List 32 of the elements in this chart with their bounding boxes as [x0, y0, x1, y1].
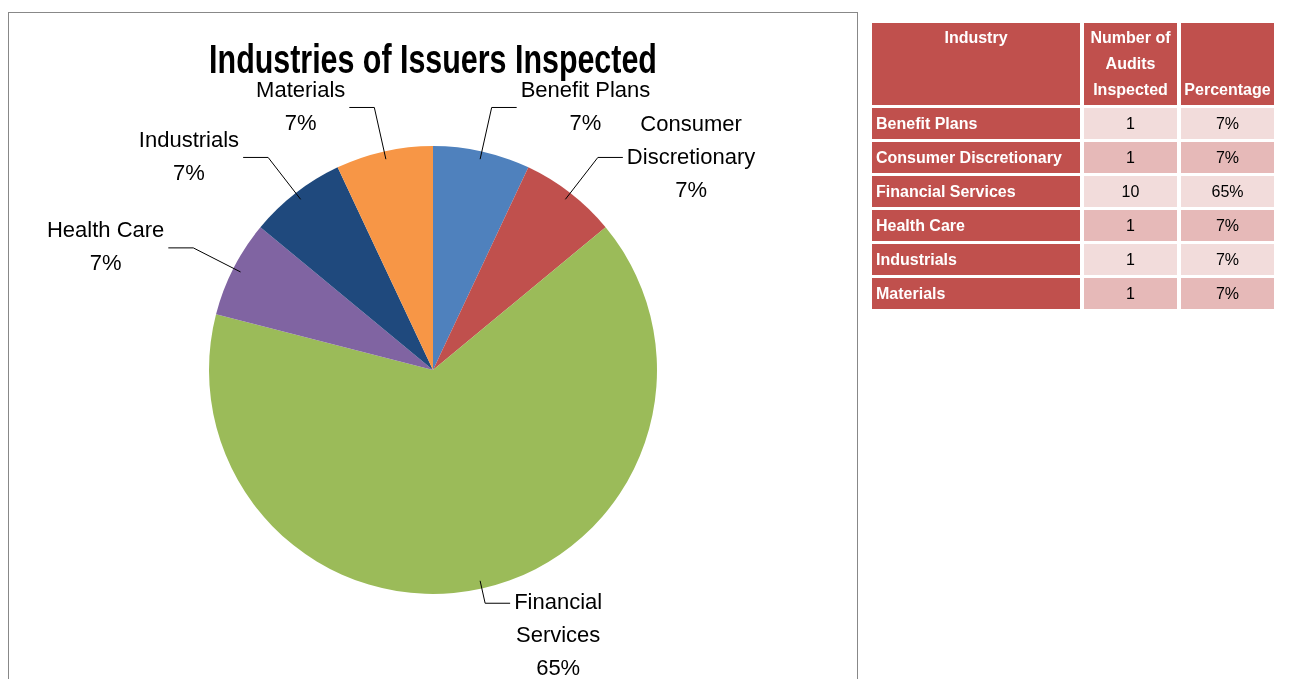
data-label: 10: [1084, 176, 1177, 207]
data-label: 7%: [284, 110, 317, 136]
category-label: Materials: [872, 278, 1080, 309]
data-label: 7%: [1181, 278, 1274, 309]
data-label: 1: [1084, 278, 1177, 309]
data-label: 7%: [1181, 142, 1274, 173]
text: Industry: [872, 23, 1080, 105]
data-label: 1: [1084, 108, 1177, 139]
series-label: Number of Audits Inspected: [1084, 23, 1177, 105]
data-label: 1: [1084, 244, 1177, 275]
data-label: 1: [1084, 210, 1177, 241]
slice-label: Consumer Discretionary: [626, 110, 756, 169]
series-label: Percentage: [1181, 23, 1274, 105]
category-label: Consumer Discretionary: [872, 142, 1080, 173]
data-label: 7%: [1181, 210, 1274, 241]
data-label: 7%: [173, 160, 205, 186]
category-label: Health Care: [872, 210, 1080, 241]
data-label: 65%: [536, 655, 581, 679]
slice-label: Health Care: [46, 217, 165, 243]
category-label: Financial Services: [872, 176, 1080, 207]
data-label: 7%: [1181, 108, 1274, 139]
data-label: 7%: [1181, 244, 1274, 275]
data-label: 7%: [569, 110, 602, 136]
category-label: Industrials: [872, 244, 1080, 275]
slice-label: Materials: [256, 77, 346, 103]
data-label: 1: [1084, 142, 1177, 173]
data-label: 7%: [89, 250, 122, 276]
slice-label: Financial Services: [514, 589, 603, 648]
data-label: 7%: [675, 176, 707, 202]
slice-label: Industrials: [138, 127, 240, 153]
data-label: 65%: [1181, 176, 1274, 207]
category-label: Benefit Plans: [872, 108, 1080, 139]
